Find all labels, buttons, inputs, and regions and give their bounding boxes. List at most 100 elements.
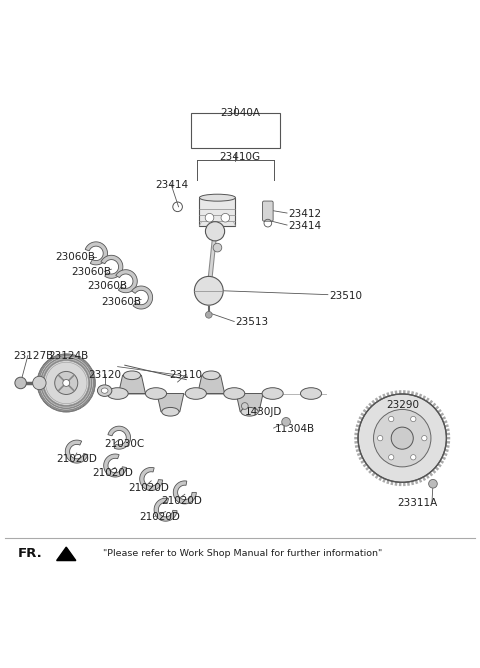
Polygon shape [419, 478, 422, 483]
Text: 23290: 23290 [387, 400, 420, 410]
Circle shape [205, 311, 212, 318]
Ellipse shape [123, 371, 141, 379]
Ellipse shape [200, 194, 235, 201]
Ellipse shape [241, 407, 258, 416]
Text: 23127B: 23127B [13, 351, 54, 361]
Polygon shape [368, 403, 372, 407]
Text: 23124B: 23124B [48, 351, 88, 361]
Polygon shape [238, 131, 255, 140]
Text: 21020D: 21020D [57, 454, 97, 464]
Ellipse shape [107, 387, 128, 399]
Polygon shape [238, 126, 255, 135]
Polygon shape [260, 122, 277, 130]
Circle shape [55, 371, 78, 395]
Circle shape [391, 427, 413, 449]
Text: FR.: FR. [18, 547, 43, 560]
Polygon shape [378, 476, 383, 481]
Polygon shape [372, 472, 376, 476]
Circle shape [205, 222, 225, 241]
Text: 23060B: 23060B [87, 281, 127, 291]
Circle shape [410, 416, 416, 422]
Polygon shape [85, 242, 108, 265]
Circle shape [37, 354, 95, 411]
Circle shape [194, 277, 223, 305]
Polygon shape [193, 126, 210, 135]
Polygon shape [101, 255, 123, 279]
Polygon shape [354, 437, 358, 440]
Text: 23513: 23513 [235, 317, 268, 327]
Circle shape [33, 376, 46, 389]
Polygon shape [359, 456, 363, 460]
Polygon shape [382, 478, 386, 483]
Circle shape [410, 455, 416, 460]
Text: 21020D: 21020D [161, 496, 202, 506]
Circle shape [15, 377, 26, 389]
Polygon shape [403, 390, 406, 394]
Polygon shape [354, 433, 359, 436]
Polygon shape [422, 476, 426, 481]
Polygon shape [437, 463, 442, 468]
Polygon shape [435, 466, 439, 471]
Circle shape [63, 379, 70, 386]
Polygon shape [443, 420, 448, 424]
Circle shape [241, 403, 248, 409]
Circle shape [282, 418, 290, 426]
Text: 23060B: 23060B [55, 253, 95, 263]
Polygon shape [108, 426, 131, 449]
Polygon shape [65, 440, 88, 463]
Polygon shape [260, 131, 277, 140]
Ellipse shape [224, 387, 245, 399]
Polygon shape [382, 393, 386, 398]
Polygon shape [116, 270, 137, 293]
Polygon shape [443, 453, 448, 456]
Polygon shape [173, 481, 196, 504]
Circle shape [388, 455, 394, 460]
Polygon shape [216, 122, 232, 130]
Polygon shape [154, 498, 177, 521]
Polygon shape [422, 395, 426, 400]
Polygon shape [407, 390, 410, 395]
Text: 21020D: 21020D [139, 512, 180, 522]
Polygon shape [435, 405, 439, 410]
Polygon shape [444, 449, 449, 452]
Polygon shape [363, 409, 367, 413]
Polygon shape [198, 375, 225, 393]
Polygon shape [442, 456, 446, 460]
Polygon shape [444, 424, 449, 428]
Polygon shape [140, 468, 163, 490]
Polygon shape [415, 392, 418, 397]
Polygon shape [429, 400, 433, 404]
Text: "Please refer to Work Shop Manual for further information": "Please refer to Work Shop Manual for fu… [103, 549, 383, 558]
Text: 21020D: 21020D [129, 482, 169, 492]
Polygon shape [104, 454, 127, 477]
Polygon shape [446, 441, 450, 444]
Text: 21020D: 21020D [92, 468, 133, 478]
Polygon shape [375, 474, 379, 479]
Polygon shape [395, 482, 397, 486]
Polygon shape [357, 420, 361, 424]
Circle shape [221, 213, 230, 222]
Polygon shape [445, 428, 450, 432]
Polygon shape [236, 393, 263, 411]
Polygon shape [440, 460, 444, 464]
Bar [191, 113, 279, 148]
Text: 23311A: 23311A [397, 498, 438, 508]
Circle shape [358, 394, 446, 482]
Polygon shape [368, 469, 372, 474]
Polygon shape [157, 393, 184, 411]
Polygon shape [216, 126, 232, 135]
Ellipse shape [203, 371, 220, 379]
Polygon shape [360, 460, 365, 464]
Polygon shape [440, 412, 444, 417]
Text: 21030C: 21030C [105, 440, 145, 450]
Bar [200, 198, 236, 226]
Ellipse shape [101, 388, 108, 393]
Polygon shape [446, 437, 450, 440]
Polygon shape [359, 416, 363, 420]
Polygon shape [442, 416, 446, 420]
Circle shape [421, 436, 427, 441]
Ellipse shape [162, 407, 179, 416]
Polygon shape [407, 482, 410, 486]
Polygon shape [365, 405, 370, 410]
Polygon shape [415, 480, 418, 484]
